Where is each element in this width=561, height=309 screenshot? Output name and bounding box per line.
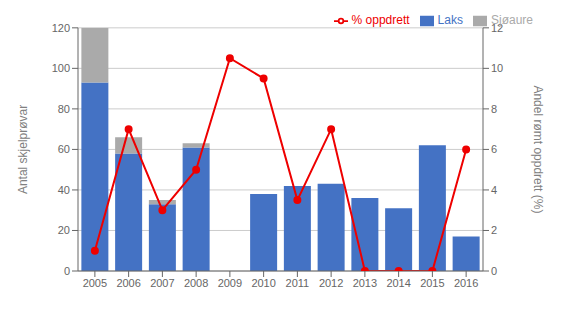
svg-text:2010: 2010: [251, 277, 275, 289]
svg-text:2008: 2008: [184, 277, 208, 289]
svg-text:2013: 2013: [353, 277, 377, 289]
svg-text:100: 100: [52, 62, 70, 74]
svg-text:20: 20: [58, 224, 70, 236]
svg-text:2006: 2006: [116, 277, 140, 289]
svg-text:0: 0: [64, 265, 70, 277]
svg-text:120: 120: [52, 22, 70, 34]
svg-text:80: 80: [58, 103, 70, 115]
svg-text:Andel rømt oppdrett (%): Andel rømt oppdrett (%): [531, 85, 545, 213]
svg-text:Antal skjelprøvar: Antal skjelprøvar: [16, 105, 30, 194]
svg-text:40: 40: [58, 184, 70, 196]
svg-text:2012: 2012: [319, 277, 343, 289]
svg-text:60: 60: [58, 143, 70, 155]
svg-text:2014: 2014: [386, 277, 410, 289]
svg-text:2: 2: [491, 224, 497, 236]
svg-text:6: 6: [491, 143, 497, 155]
svg-text:2007: 2007: [150, 277, 174, 289]
svg-text:12: 12: [491, 22, 503, 34]
svg-text:8: 8: [491, 103, 497, 115]
svg-text:4: 4: [491, 184, 497, 196]
svg-text:2016: 2016: [454, 277, 478, 289]
svg-text:10: 10: [491, 62, 503, 74]
svg-text:0: 0: [491, 265, 497, 277]
svg-text:2011: 2011: [286, 277, 310, 289]
svg-text:2009: 2009: [218, 277, 242, 289]
svg-text:2015: 2015: [420, 277, 444, 289]
svg-text:2005: 2005: [83, 277, 107, 289]
